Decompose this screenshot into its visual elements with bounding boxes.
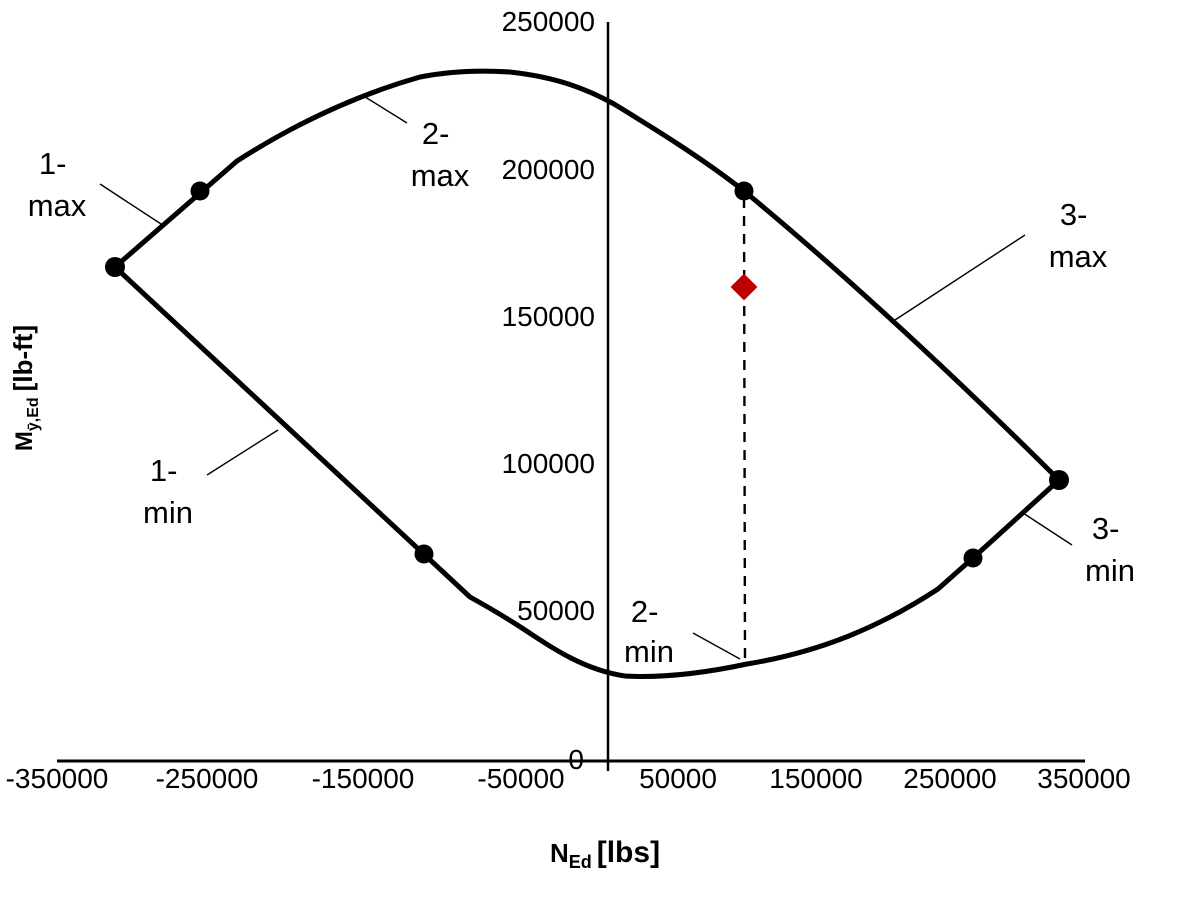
boundary-dot-right-vertex bbox=[1049, 470, 1069, 490]
y-axis-title-unit: [lb-ft] bbox=[8, 325, 38, 391]
annotation-2-min-line2: min bbox=[624, 634, 674, 669]
boundary-dot-lower-left bbox=[414, 544, 434, 564]
annotation-3-min: 3- min bbox=[1085, 511, 1135, 588]
annotation-3-max-line1: 3- bbox=[1060, 197, 1088, 232]
annotation-3-min-line2: min bbox=[1085, 553, 1135, 588]
x-axis-title-unit: [lbs] bbox=[597, 836, 660, 869]
annotation-2-max-line1: 2- bbox=[422, 116, 450, 151]
annotation-3-min-line1: 3- bbox=[1092, 511, 1120, 546]
x-tick-250000: 250000 bbox=[903, 763, 996, 794]
y-tick-0: 0 bbox=[568, 744, 584, 775]
leader-2-min bbox=[692, 632, 741, 660]
annotation-2-max-line2: max bbox=[411, 158, 470, 193]
y-tick-250000: 250000 bbox=[502, 6, 595, 37]
x-tick-50000: 50000 bbox=[639, 763, 717, 794]
annotation-1-min-line2: min bbox=[143, 495, 193, 530]
x-axis-title: NEd [lbs] bbox=[550, 836, 660, 872]
y-axis-title-symbol: M bbox=[11, 431, 38, 451]
x-tick-neg-250000: -250000 bbox=[156, 763, 259, 794]
leader-2-max bbox=[361, 94, 408, 124]
x-tick-neg-50000: -50000 bbox=[477, 763, 564, 794]
x-tick-neg-150000: -150000 bbox=[312, 763, 415, 794]
x-tick-neg-350000: -350000 bbox=[6, 763, 109, 794]
projection-dashed-line bbox=[742, 197, 747, 663]
leader-1-max bbox=[99, 183, 162, 225]
y-axis-title-subscript: ȳ,Ed bbox=[25, 397, 42, 431]
boundary-dot-lower-right bbox=[963, 548, 983, 568]
boundary-dot-upper-left bbox=[190, 181, 210, 201]
y-tick-150000: 150000 bbox=[502, 301, 595, 332]
annotation-1-min-line1: 1- bbox=[150, 453, 178, 488]
leader-3-min bbox=[1022, 512, 1073, 546]
annotation-2-max: 2- max bbox=[411, 116, 470, 193]
y-tick-100000: 100000 bbox=[502, 448, 595, 479]
annotation-3-max-line2: max bbox=[1049, 239, 1108, 274]
annotation-2-min-line1: 2- bbox=[631, 594, 659, 629]
annotation-3-max: 3- max bbox=[1049, 197, 1108, 274]
x-tick-350000: 350000 bbox=[1037, 763, 1130, 794]
boundary-dot-left-vertex bbox=[105, 257, 125, 277]
leader-1-min bbox=[206, 429, 279, 476]
x-axis-title-subscript: Ed bbox=[569, 852, 592, 872]
interaction-envelope-curve bbox=[112, 68, 1062, 679]
annotation-1-max-line1: 1- bbox=[39, 146, 67, 181]
x-axis-title-symbol: N bbox=[550, 838, 569, 868]
leader-3-max bbox=[894, 234, 1026, 321]
y-axis-title: Mȳ,Ed [lb-ft] bbox=[8, 325, 42, 451]
y-tick-50000: 50000 bbox=[517, 595, 595, 626]
annotation-1-max: 1- max bbox=[28, 146, 87, 223]
annotation-2-min: 2- min bbox=[624, 594, 674, 669]
y-tick-200000: 200000 bbox=[502, 154, 595, 185]
design-point-diamond-marker bbox=[730, 273, 758, 301]
annotation-1-min: 1- min bbox=[143, 453, 193, 530]
boundary-dot-upper-right bbox=[734, 181, 754, 201]
annotation-1-max-line2: max bbox=[28, 188, 87, 223]
x-tick-150000: 150000 bbox=[769, 763, 862, 794]
